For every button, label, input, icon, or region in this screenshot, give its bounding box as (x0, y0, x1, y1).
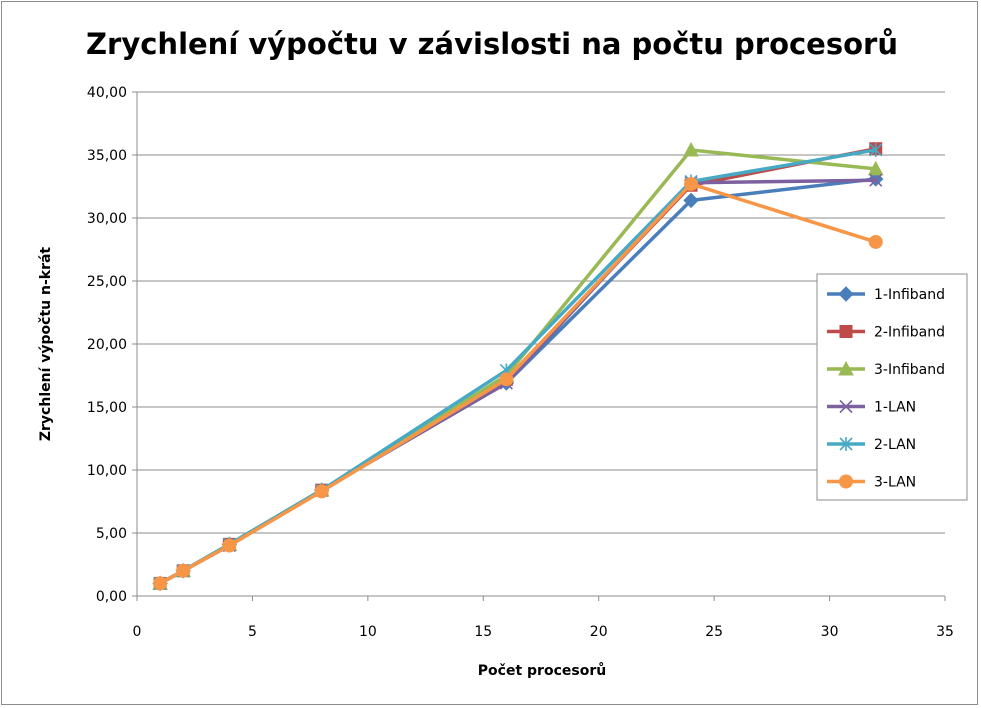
data-point-circle (153, 576, 168, 591)
legend-label: 1-LAN (874, 400, 916, 416)
y-tick-label: 35,00 (87, 148, 127, 164)
legend-label: 3-Infiband (874, 362, 945, 378)
gridlines (137, 91, 945, 534)
y-tick-label: 40,00 (87, 85, 127, 101)
x-tick-label: 25 (705, 624, 723, 640)
y-tick-label: 20,00 (87, 337, 127, 353)
data-point-circle (222, 538, 237, 553)
data-point-star (839, 437, 853, 451)
y-axis-title: Zrychlení výpočtu n-krát (38, 247, 54, 442)
y-tick-label: 10,00 (87, 463, 127, 479)
x-tick-label: 20 (590, 624, 608, 640)
x-tick-label: 10 (359, 624, 377, 640)
y-tick-label: 25,00 (87, 274, 127, 290)
y-tick-label: 30,00 (87, 211, 127, 227)
legend-box (816, 273, 968, 501)
data-point-circle (839, 474, 853, 489)
y-tick-label: 5,00 (96, 526, 127, 542)
series-group (152, 141, 884, 592)
data-point-circle (684, 176, 699, 191)
x-tick-label: 35 (936, 624, 954, 640)
data-point-x (869, 173, 883, 187)
data-point-star (869, 142, 883, 157)
chart-title: Zrychlení výpočtu v závislosti na počtu … (86, 27, 898, 61)
data-point-square (839, 325, 853, 338)
x-tick-label: 5 (248, 624, 257, 640)
data-point-x (839, 399, 853, 414)
data-point-circle (868, 234, 883, 249)
data-point-diamond (838, 286, 854, 302)
legend: 1-Infiband 2-Infiband 3-Infiband 1-LAN 2-LAN… (816, 273, 968, 501)
legend-label: 1-Infiband (874, 287, 945, 303)
y-tick-label: 0,00 (96, 589, 127, 605)
legend-label: 3-LAN (874, 475, 916, 491)
data-point-circle (314, 484, 329, 499)
data-point-triangle (683, 141, 699, 157)
legend-label: 2-Infiband (874, 325, 945, 341)
series-line-3-LAN (159, 182, 877, 585)
x-tick-label: 0 (133, 624, 142, 640)
data-point-diamond (683, 192, 699, 209)
tick-labels: 0,00 5,00 10,00 15,00 20,00 25,00 30,00 35,00 40… (87, 85, 954, 640)
data-point-circle (499, 372, 514, 387)
data-point-circle (176, 563, 191, 578)
data-point-triangle (867, 160, 884, 176)
data-point-triangle (838, 360, 854, 376)
y-tick-label: 15,00 (87, 400, 127, 416)
x-tick-label: 15 (474, 624, 492, 640)
x-tick-label: 30 (821, 624, 839, 640)
axes (132, 91, 946, 601)
legend-label: 2-LAN (874, 437, 916, 453)
x-axis-title: Počet procesorů (478, 662, 606, 679)
